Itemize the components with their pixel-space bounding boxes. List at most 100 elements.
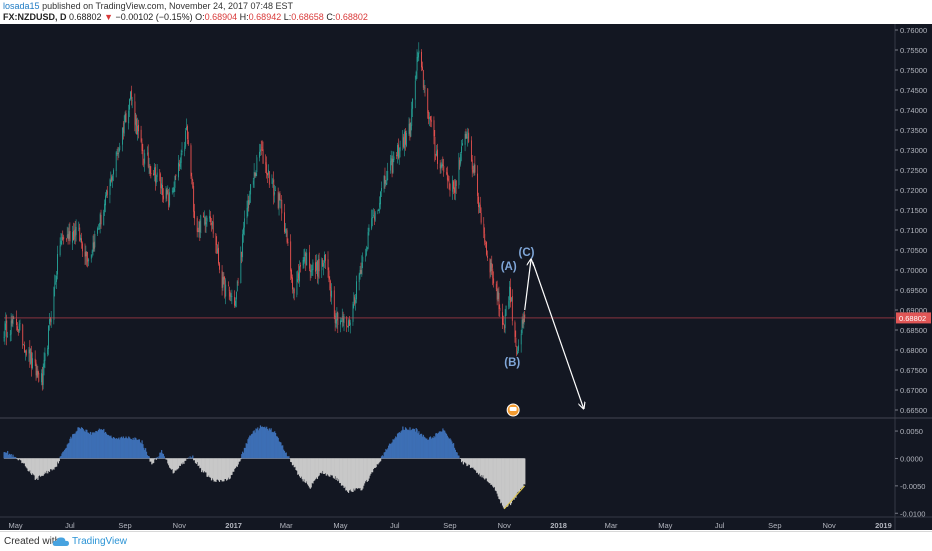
candle-body (103, 212, 104, 226)
candle-body (310, 270, 311, 272)
candle-body (460, 154, 461, 163)
candle-body (410, 123, 411, 138)
candle-body (97, 228, 98, 234)
time-tick-label: Jul (65, 521, 75, 530)
price-tick-label: 0.71000 (900, 226, 927, 235)
candle-body (481, 213, 482, 223)
candle-body (485, 243, 486, 244)
tradingview-brand[interactable]: TradingView (72, 536, 127, 547)
low-value: 0.68658 (291, 12, 324, 22)
candle-body (304, 257, 305, 262)
candle-body (312, 270, 313, 271)
candle-body (47, 348, 48, 354)
candle-body (267, 174, 268, 176)
time-tick-label: Nov (822, 521, 836, 530)
candle-body (316, 262, 317, 271)
news-flag-icon-glyph (510, 407, 517, 411)
candle-body (213, 222, 214, 234)
candle-body (297, 274, 298, 279)
price-tick-label: 0.66500 (900, 406, 927, 415)
candle-body (387, 171, 388, 180)
candle-body (443, 166, 444, 172)
chart-area[interactable]: 0.760000.755000.750000.745000.740000.735… (0, 24, 932, 530)
candle-body (491, 263, 492, 271)
candle-body (188, 140, 189, 144)
candle-body (437, 150, 438, 164)
candle-body (230, 292, 231, 297)
candle-body (425, 88, 426, 89)
candle-body (418, 53, 419, 58)
last-price: 0.68802 (69, 12, 102, 22)
candle-body (281, 200, 282, 201)
candle-body (329, 270, 330, 279)
candle-body (125, 114, 126, 122)
time-tick-label: May (658, 521, 672, 530)
candle-body (247, 208, 248, 218)
candle-body (117, 153, 118, 154)
candle-body (516, 346, 517, 354)
price-tick-label: 0.74500 (900, 86, 927, 95)
candle-body (35, 359, 36, 363)
candle-body (474, 165, 475, 173)
candle-body (242, 234, 243, 257)
candle-body (5, 321, 6, 323)
candle-body (67, 235, 68, 238)
candle-body (260, 150, 261, 152)
price-tick-label: 0.67000 (900, 386, 927, 395)
candle-body (180, 162, 181, 167)
candle-body (309, 252, 310, 268)
candle-body (353, 304, 354, 322)
candle-body (243, 228, 244, 235)
candle-body (423, 70, 424, 88)
candle-body (135, 118, 136, 126)
candle-body (342, 316, 343, 319)
price-tick-label: 0.70500 (900, 246, 927, 255)
candle-body (468, 133, 469, 142)
candle-body (483, 224, 484, 234)
candle-body (455, 181, 456, 193)
candle-body (143, 150, 144, 158)
candle-body (371, 218, 372, 228)
candle-body (393, 159, 394, 173)
candle-body (435, 154, 436, 156)
candle-body (222, 271, 223, 288)
candle-body (381, 188, 382, 191)
oscillator-bar (149, 456, 150, 458)
wave-label[interactable]: (B) (504, 357, 520, 369)
wave-label[interactable]: (A) (501, 261, 517, 273)
candle-body (186, 127, 187, 130)
candle-body (44, 360, 45, 367)
wave-label[interactable]: (C) (519, 247, 535, 259)
candle-body (404, 132, 405, 149)
candle-body (7, 337, 8, 338)
candle-body (69, 231, 70, 238)
candle-body (25, 351, 26, 353)
candle-body (256, 173, 257, 176)
candle-body (397, 145, 398, 156)
candle-body (299, 266, 300, 281)
candle-body (497, 289, 498, 300)
candle-body (436, 151, 437, 156)
candle-body (216, 245, 217, 254)
candle-body (163, 196, 164, 200)
candle-body (91, 254, 92, 258)
candle-body (244, 218, 245, 227)
candle-body (24, 345, 25, 352)
price-tick-label: 0.72500 (900, 166, 927, 175)
candle-body (192, 176, 193, 180)
candle-body (210, 216, 211, 222)
candle-body (147, 153, 148, 154)
candle-body (286, 229, 287, 231)
candle-body (50, 318, 51, 322)
oscillator-bar (59, 458, 60, 461)
candle-body (340, 320, 341, 324)
candle-body (508, 301, 509, 307)
candle-body (74, 230, 75, 239)
author-link[interactable]: losada15 (3, 1, 40, 11)
candle-body (137, 126, 138, 135)
time-tick-label: May (333, 521, 347, 530)
oscillator-bar (192, 456, 193, 459)
open-value: 0.68904 (205, 12, 238, 22)
price-tick-label: 0.69500 (900, 286, 927, 295)
price-tick-label: 0.74000 (900, 106, 927, 115)
